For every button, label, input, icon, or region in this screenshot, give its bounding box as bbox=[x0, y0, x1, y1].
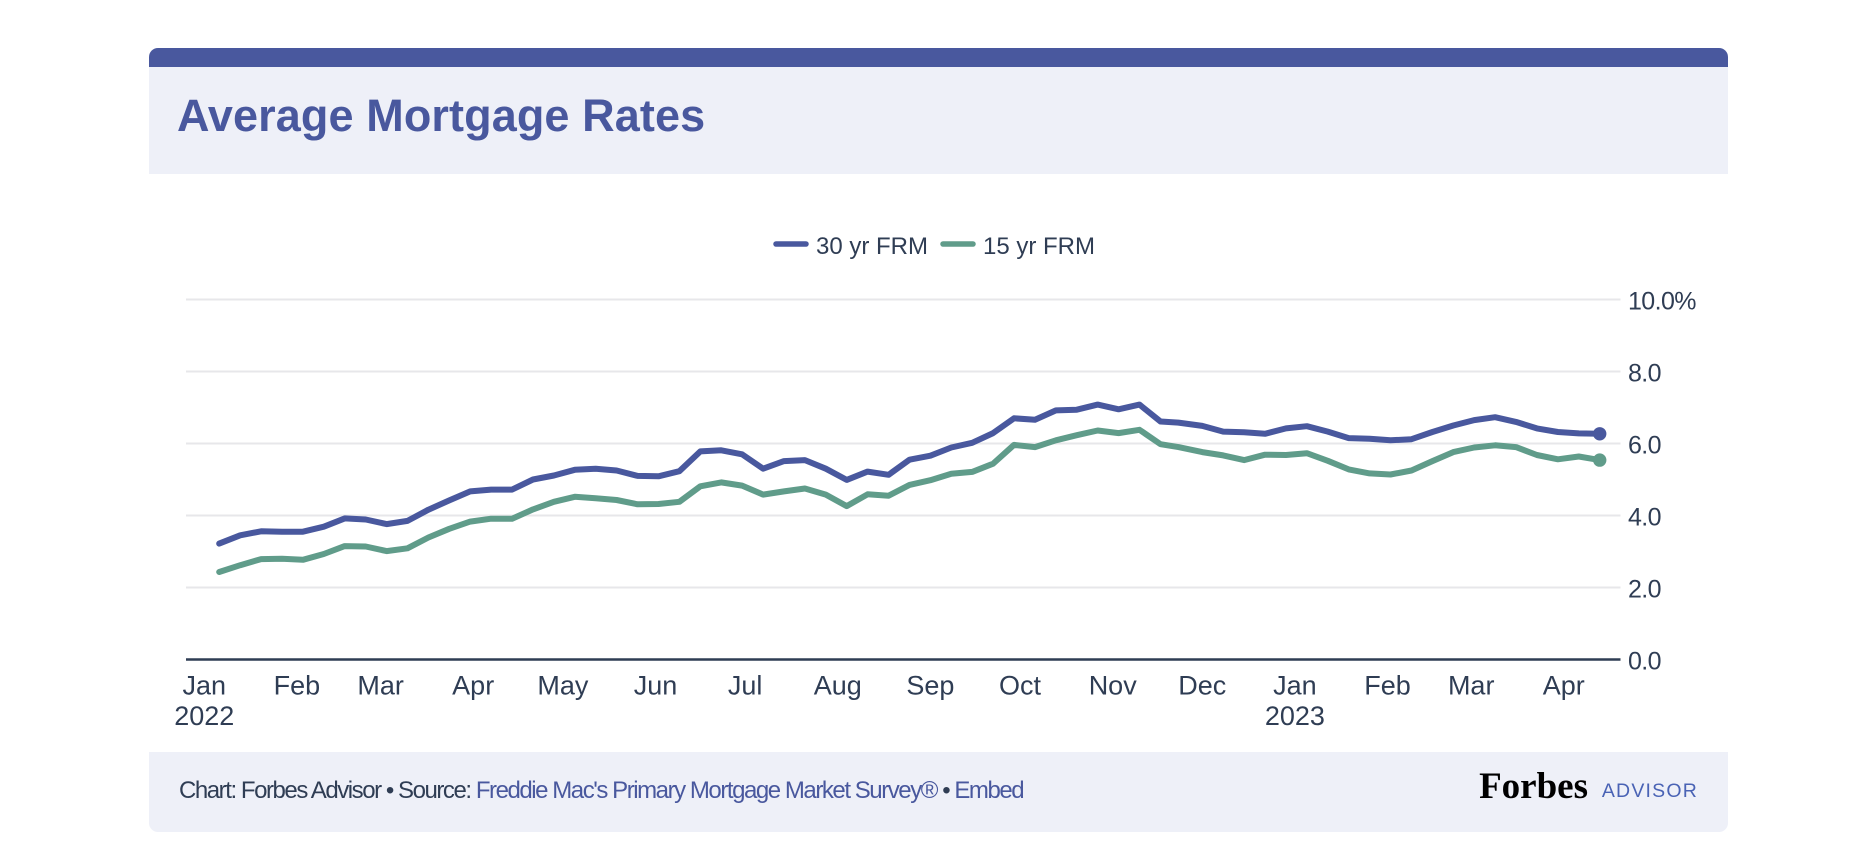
svg-text:8.0: 8.0 bbox=[1628, 359, 1661, 387]
svg-text:2.0: 2.0 bbox=[1628, 575, 1661, 603]
svg-text:2023: 2023 bbox=[1265, 701, 1325, 731]
svg-text:0.0: 0.0 bbox=[1628, 647, 1661, 675]
svg-text:Feb: Feb bbox=[274, 671, 321, 701]
svg-text:4.0: 4.0 bbox=[1628, 503, 1661, 531]
svg-text:10.0%: 10.0% bbox=[1628, 287, 1696, 315]
svg-text:Apr: Apr bbox=[452, 671, 494, 701]
svg-text:Dec: Dec bbox=[1178, 671, 1226, 701]
svg-text:May: May bbox=[537, 671, 589, 701]
svg-text:Feb: Feb bbox=[1364, 671, 1411, 701]
svg-text:Oct: Oct bbox=[999, 671, 1042, 701]
svg-text:Aug: Aug bbox=[814, 671, 862, 701]
svg-text:Jan: Jan bbox=[183, 671, 227, 701]
svg-text:Mar: Mar bbox=[357, 671, 404, 701]
svg-text:15 yr FRM: 15 yr FRM bbox=[983, 233, 1095, 260]
svg-text:Nov: Nov bbox=[1089, 671, 1138, 701]
svg-text:Mar: Mar bbox=[1448, 671, 1495, 701]
svg-text:Jan: Jan bbox=[1273, 671, 1317, 701]
svg-text:Jun: Jun bbox=[634, 671, 678, 701]
svg-text:Sep: Sep bbox=[906, 671, 954, 701]
svg-text:Jul: Jul bbox=[728, 671, 763, 701]
svg-text:2022: 2022 bbox=[174, 701, 234, 731]
svg-text:30 yr FRM: 30 yr FRM bbox=[816, 233, 928, 260]
svg-text:Apr: Apr bbox=[1543, 671, 1585, 701]
svg-text:6.0: 6.0 bbox=[1628, 431, 1661, 459]
